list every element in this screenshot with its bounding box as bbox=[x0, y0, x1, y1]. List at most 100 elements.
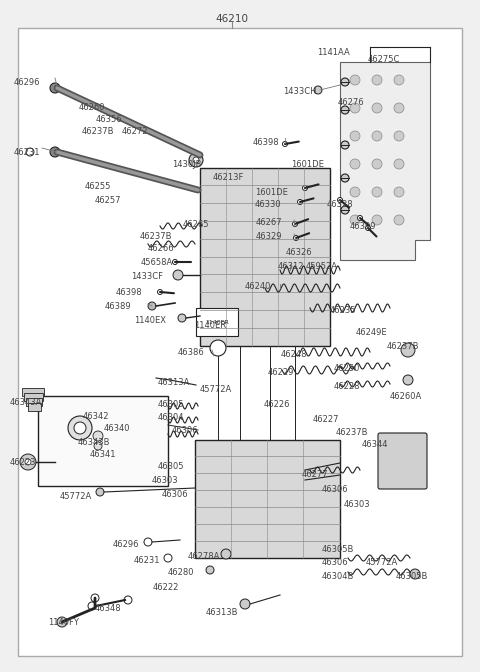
Text: 46313A: 46313A bbox=[158, 378, 191, 387]
Text: 1433CH: 1433CH bbox=[283, 87, 316, 96]
Circle shape bbox=[57, 617, 67, 627]
Circle shape bbox=[206, 566, 214, 574]
Text: 46340: 46340 bbox=[104, 424, 131, 433]
Circle shape bbox=[403, 375, 413, 385]
Circle shape bbox=[189, 153, 203, 167]
Circle shape bbox=[372, 187, 382, 197]
Text: 46237B: 46237B bbox=[336, 428, 369, 437]
Circle shape bbox=[302, 185, 308, 190]
Text: 46389: 46389 bbox=[105, 302, 132, 311]
Circle shape bbox=[350, 131, 360, 141]
Text: 46237B: 46237B bbox=[82, 127, 115, 136]
Circle shape bbox=[372, 159, 382, 169]
Text: 46280: 46280 bbox=[168, 568, 194, 577]
Text: 46343A: 46343A bbox=[10, 398, 42, 407]
Circle shape bbox=[94, 442, 102, 450]
Text: 46278A: 46278A bbox=[188, 552, 220, 561]
Text: 46326: 46326 bbox=[286, 248, 312, 257]
Text: 46306: 46306 bbox=[322, 485, 348, 494]
Circle shape bbox=[341, 174, 349, 182]
Text: 1140FY: 1140FY bbox=[48, 618, 79, 627]
Text: 1141AA: 1141AA bbox=[317, 48, 350, 57]
Text: 46312: 46312 bbox=[278, 262, 304, 271]
Circle shape bbox=[178, 314, 186, 322]
Text: 46227: 46227 bbox=[313, 415, 339, 424]
Text: 46305B: 46305B bbox=[396, 572, 428, 581]
Text: 45658A: 45658A bbox=[141, 258, 173, 267]
Circle shape bbox=[365, 226, 371, 230]
Text: 46296: 46296 bbox=[14, 78, 40, 87]
Text: 45772A: 45772A bbox=[200, 385, 232, 394]
Circle shape bbox=[164, 554, 172, 562]
Text: 46386: 46386 bbox=[178, 348, 205, 357]
Text: 46296: 46296 bbox=[113, 540, 140, 549]
Circle shape bbox=[88, 602, 96, 610]
Circle shape bbox=[144, 538, 152, 546]
Text: 46213F: 46213F bbox=[213, 173, 244, 182]
Text: 46266: 46266 bbox=[148, 244, 175, 253]
Text: 46265: 46265 bbox=[183, 220, 209, 229]
Bar bbox=[195, 440, 340, 558]
Text: 46226: 46226 bbox=[264, 400, 290, 409]
Circle shape bbox=[96, 488, 104, 496]
Bar bbox=[28, 403, 41, 411]
Circle shape bbox=[314, 86, 322, 94]
Circle shape bbox=[337, 198, 343, 202]
Text: 46275C: 46275C bbox=[368, 55, 400, 64]
Text: 1140EX: 1140EX bbox=[134, 316, 166, 325]
Circle shape bbox=[292, 222, 298, 226]
Text: 46267: 46267 bbox=[256, 218, 283, 227]
Text: 46257: 46257 bbox=[95, 196, 121, 205]
Circle shape bbox=[91, 594, 99, 602]
Text: 46260: 46260 bbox=[79, 103, 106, 112]
Text: 46235: 46235 bbox=[330, 306, 357, 315]
Text: 46303: 46303 bbox=[152, 476, 179, 485]
Circle shape bbox=[358, 216, 362, 220]
Text: 46398: 46398 bbox=[116, 288, 143, 297]
Circle shape bbox=[401, 343, 415, 357]
Text: 46228: 46228 bbox=[334, 382, 360, 391]
Circle shape bbox=[394, 75, 404, 85]
Circle shape bbox=[372, 75, 382, 85]
Circle shape bbox=[221, 549, 231, 559]
Text: 46328: 46328 bbox=[327, 200, 354, 209]
Text: 46399: 46399 bbox=[350, 222, 376, 231]
Circle shape bbox=[350, 75, 360, 85]
Circle shape bbox=[68, 416, 92, 440]
Text: 46329: 46329 bbox=[256, 232, 283, 241]
Circle shape bbox=[74, 422, 86, 434]
Circle shape bbox=[25, 459, 31, 465]
Circle shape bbox=[350, 187, 360, 197]
Text: 45772A: 45772A bbox=[60, 492, 92, 501]
Text: 46306: 46306 bbox=[322, 558, 348, 567]
Circle shape bbox=[298, 200, 302, 204]
Text: 46306: 46306 bbox=[172, 426, 199, 435]
Text: 46255: 46255 bbox=[85, 182, 111, 191]
Circle shape bbox=[172, 259, 178, 265]
Circle shape bbox=[240, 599, 250, 609]
Text: 46305B: 46305B bbox=[322, 545, 354, 554]
Text: 45952A: 45952A bbox=[306, 262, 338, 271]
Text: 46303: 46303 bbox=[344, 500, 371, 509]
Text: 46249E: 46249E bbox=[356, 328, 388, 337]
FancyBboxPatch shape bbox=[378, 433, 427, 489]
Text: 46356: 46356 bbox=[96, 115, 122, 124]
Text: 46342: 46342 bbox=[83, 412, 109, 421]
Text: 46330: 46330 bbox=[255, 200, 282, 209]
Text: 46222: 46222 bbox=[153, 583, 180, 592]
Text: 46231: 46231 bbox=[14, 148, 40, 157]
Text: 1601DE: 1601DE bbox=[255, 188, 288, 197]
Text: 1430JB: 1430JB bbox=[172, 160, 202, 169]
Polygon shape bbox=[340, 62, 430, 260]
Circle shape bbox=[350, 215, 360, 225]
Bar bbox=[196, 308, 238, 336]
Text: 46248: 46248 bbox=[281, 350, 308, 359]
Text: 46277: 46277 bbox=[302, 470, 329, 479]
Text: 46231: 46231 bbox=[134, 556, 160, 565]
Text: 46250: 46250 bbox=[334, 364, 360, 373]
Circle shape bbox=[293, 235, 299, 241]
Text: 45772A: 45772A bbox=[366, 558, 398, 567]
Text: 46276: 46276 bbox=[338, 98, 365, 107]
Text: 46305: 46305 bbox=[158, 462, 184, 471]
Circle shape bbox=[394, 159, 404, 169]
